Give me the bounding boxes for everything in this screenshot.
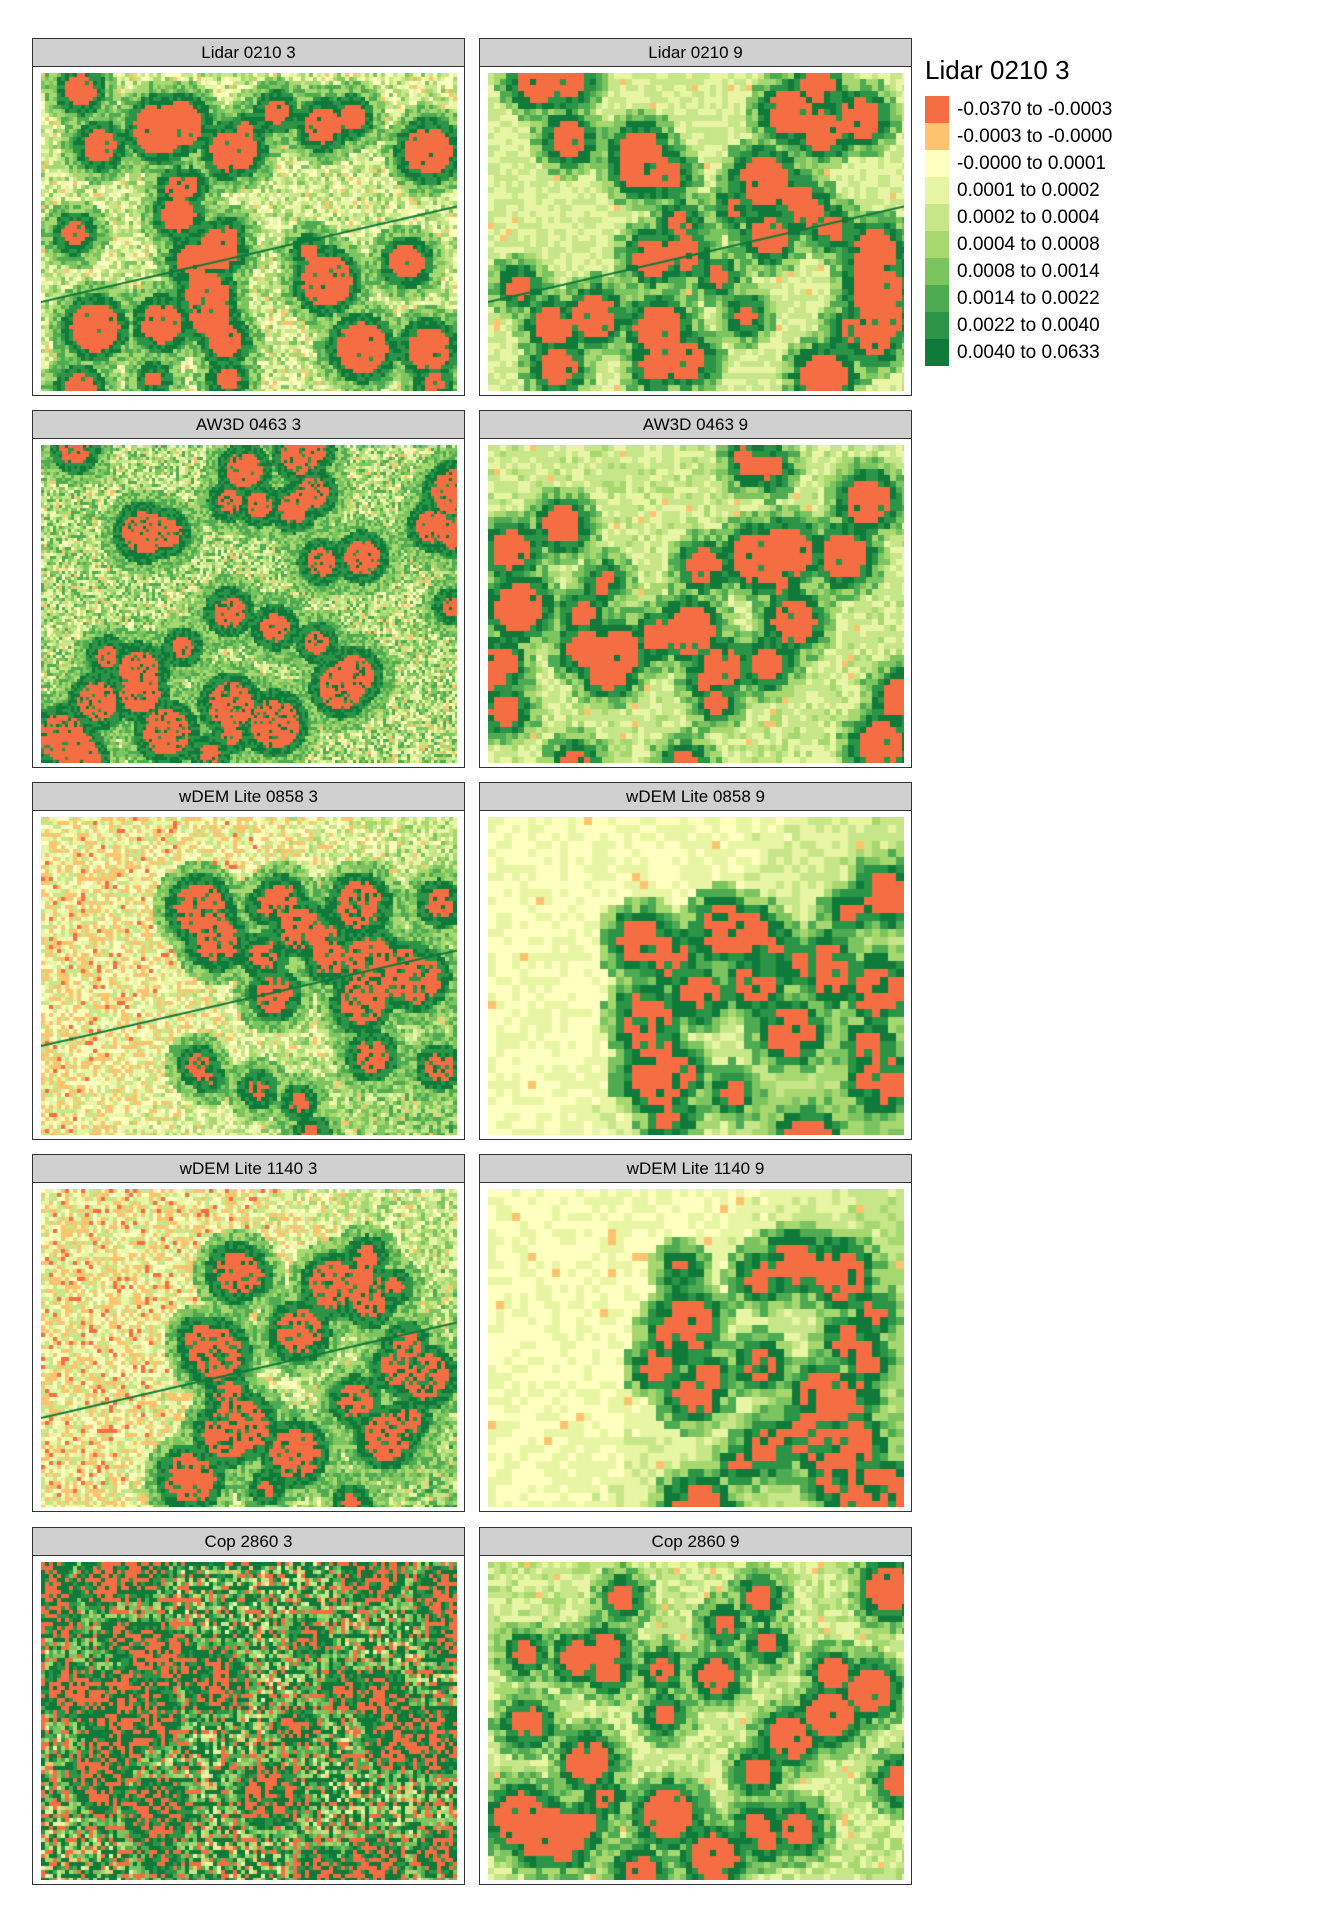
map-panel: wDEM Lite 0858 3: [32, 782, 465, 1140]
raster-map: [41, 1562, 457, 1880]
raster-map: [41, 73, 457, 391]
legend-item: 0.0022 to 0.0040: [925, 312, 1112, 339]
panel-title: wDEM Lite 1140 3: [33, 1155, 464, 1183]
legend-label: 0.0001 to 0.0002: [957, 179, 1100, 201]
raster-map: [41, 1189, 457, 1507]
legend-swatch: [925, 312, 949, 339]
legend-item: 0.0001 to 0.0002: [925, 177, 1112, 204]
raster-map: [488, 73, 904, 391]
legend-item: -0.0370 to -0.0003: [925, 96, 1112, 123]
panel-title: wDEM Lite 0858 3: [33, 783, 464, 811]
legend-label: 0.0008 to 0.0014: [957, 260, 1100, 282]
legend-swatch: [925, 177, 949, 204]
map-panel: AW3D 0463 9: [479, 410, 912, 768]
legend-swatch: [925, 339, 949, 366]
raster-map: [488, 1562, 904, 1880]
legend: Lidar 0210 3 -0.0370 to -0.0003 -0.0003 t…: [925, 55, 1112, 366]
map-panel: wDEM Lite 1140 9: [479, 1154, 912, 1512]
panel-title: wDEM Lite 0858 9: [480, 783, 911, 811]
legend-label: 0.0002 to 0.0004: [957, 206, 1100, 228]
panel-title: wDEM Lite 1140 9: [480, 1155, 911, 1183]
raster-map: [488, 1189, 904, 1507]
legend-item: -0.0003 to -0.0000: [925, 123, 1112, 150]
legend-label: 0.0004 to 0.0008: [957, 233, 1100, 255]
legend-item: 0.0040 to 0.0633: [925, 339, 1112, 366]
map-panel: Cop 2860 9: [479, 1527, 912, 1885]
map-panel: Cop 2860 3: [32, 1527, 465, 1885]
legend-swatch: [925, 123, 949, 150]
raster-map: [488, 445, 904, 763]
legend-label: 0.0014 to 0.0022: [957, 287, 1100, 309]
legend-item: 0.0014 to 0.0022: [925, 285, 1112, 312]
legend-label: 0.0040 to 0.0633: [957, 341, 1100, 363]
legend-item: -0.0000 to 0.0001: [925, 150, 1112, 177]
raster-map: [41, 817, 457, 1135]
legend-swatch: [925, 258, 949, 285]
map-panel: wDEM Lite 1140 3: [32, 1154, 465, 1512]
panel-title: Cop 2860 3: [33, 1528, 464, 1556]
legend-label: -0.0370 to -0.0003: [957, 98, 1113, 120]
map-panel: AW3D 0463 3: [32, 410, 465, 768]
panel-title: Lidar 0210 3: [33, 39, 464, 67]
panel-title: Lidar 0210 9: [480, 39, 911, 67]
legend-item: 0.0004 to 0.0008: [925, 231, 1112, 258]
legend-items: -0.0370 to -0.0003 -0.0003 to -0.0000 -0.0…: [925, 96, 1112, 366]
legend-label: -0.0003 to -0.0000: [957, 125, 1113, 147]
legend-swatch: [925, 285, 949, 312]
panel-title: AW3D 0463 3: [33, 411, 464, 439]
panel-title: Cop 2860 9: [480, 1528, 911, 1556]
map-panel: Lidar 0210 3: [32, 38, 465, 396]
legend-title: Lidar 0210 3: [925, 55, 1070, 85]
legend-swatch: [925, 96, 949, 123]
legend-swatch: [925, 150, 949, 177]
legend-label: 0.0022 to 0.0040: [957, 314, 1100, 336]
legend-label: -0.0000 to 0.0001: [957, 152, 1106, 174]
raster-map: [41, 445, 457, 763]
legend-swatch: [925, 204, 949, 231]
panel-title: AW3D 0463 9: [480, 411, 911, 439]
legend-swatch: [925, 231, 949, 258]
map-panel: wDEM Lite 0858 9: [479, 782, 912, 1140]
map-panel: Lidar 0210 9: [479, 38, 912, 396]
legend-item: 0.0008 to 0.0014: [925, 258, 1112, 285]
legend-item: 0.0002 to 0.0004: [925, 204, 1112, 231]
raster-map: [488, 817, 904, 1135]
